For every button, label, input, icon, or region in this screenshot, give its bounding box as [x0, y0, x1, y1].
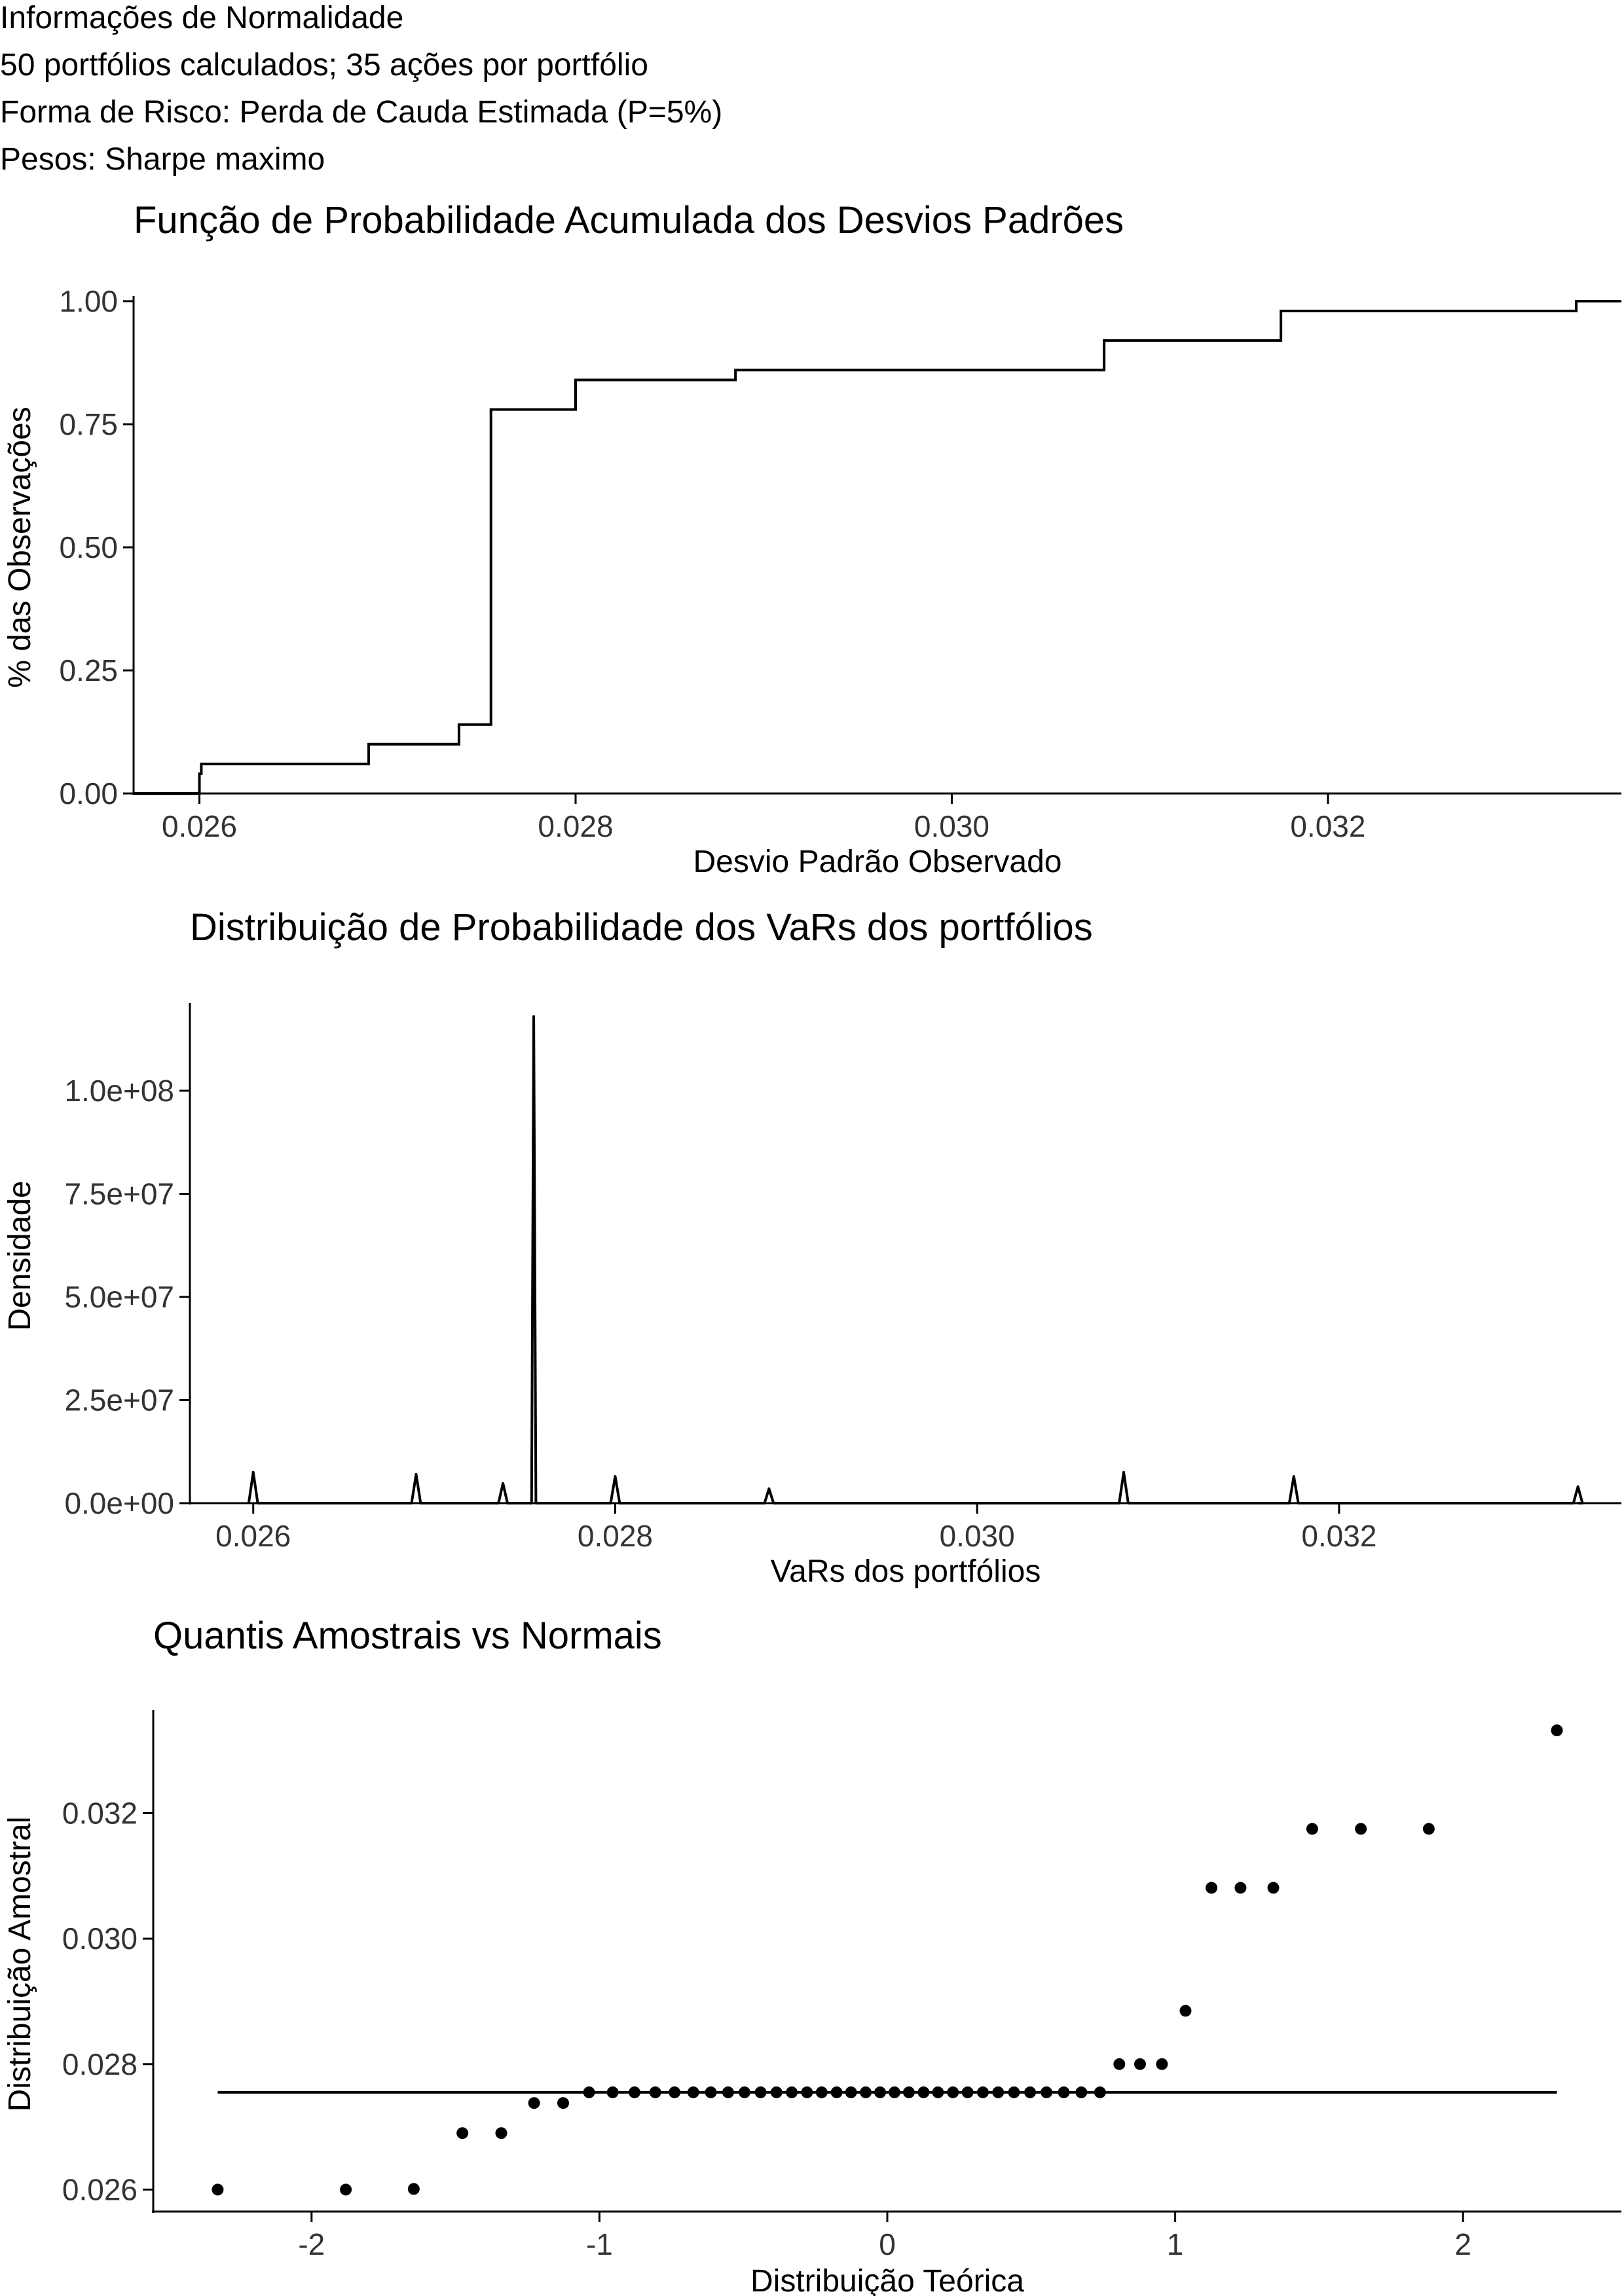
chart2-ytick-label: 7.5e+07 [64, 1177, 174, 1211]
chart1-ecdf-line [134, 300, 1621, 795]
chart3-xtick-label: -2 [298, 2227, 325, 2261]
chart3-point [1355, 1823, 1367, 1835]
chart3-point [770, 2086, 783, 2098]
chart2-density-line [247, 1015, 1584, 1504]
chart3-point [557, 2097, 570, 2109]
chart3-point [705, 2086, 717, 2098]
chart1-ytick-label: 0.50 [59, 530, 118, 564]
chart1-xtick-label: 0.028 [538, 809, 613, 843]
header-line-2: 50 portfólios calculados; 35 ações por p… [0, 48, 648, 82]
chart3-point [606, 2086, 619, 2098]
chart3-point [815, 2086, 828, 2098]
chart3-point [1008, 2086, 1020, 2098]
chart3-point [669, 2086, 681, 2098]
chart3-title: Quantis Amostrais vs Normais [153, 1614, 662, 1657]
chart3-ytick-label: 0.026 [62, 2172, 138, 2206]
chart3-point [583, 2086, 595, 2098]
chart3-point [629, 2086, 641, 2098]
chart3-point [722, 2086, 734, 2098]
chart3-point [407, 2183, 420, 2195]
chart3-point [1551, 1724, 1563, 1736]
chart3-ytick-label: 0.030 [62, 1922, 138, 1956]
chart3-point [888, 2086, 900, 2098]
chart3-point [1306, 1823, 1318, 1835]
chart3-point [1156, 2058, 1168, 2070]
chart3-point [976, 2086, 989, 2098]
chart3-point [917, 2086, 930, 2098]
chart3-point [456, 2127, 469, 2140]
chart3-point [528, 2097, 540, 2109]
chart2-ytick-label: 1.0e+08 [64, 1074, 174, 1108]
chart2-ylabel: Densidade [3, 1180, 37, 1331]
chart1-ytick-label: 0.25 [59, 653, 118, 687]
chart1-ytick-label: 0.75 [59, 407, 118, 441]
chart3-point [902, 2086, 915, 2098]
chart3-point [1179, 2005, 1192, 2017]
chart1-ytick-label: 0.00 [59, 776, 118, 811]
chart3-point [1205, 1882, 1217, 1894]
chart2-ytick-label: 0.0e+00 [64, 1486, 174, 1520]
chart1-title: Função de Probabilidade Acumulada dos De… [134, 199, 1124, 242]
chart3-point [845, 2086, 857, 2098]
chart3-point [874, 2086, 887, 2098]
chart2-xtick-label: 0.030 [940, 1519, 1015, 1553]
chart2-title: Distribuição de Probabilidade dos VaRs d… [190, 906, 1093, 949]
chart3-point [495, 2127, 507, 2140]
chart3-xtick-label: 0 [879, 2227, 896, 2261]
chart3-point [1094, 2086, 1106, 2098]
chart3-point [1024, 2086, 1037, 2098]
chart3-point [830, 2086, 843, 2098]
chart3-xtick-label: 1 [1167, 2227, 1184, 2261]
chart3-point [649, 2086, 661, 2098]
chart3-point [801, 2086, 813, 2098]
chart3-point [1234, 1882, 1247, 1894]
chart1-ylabel: % das Observações [3, 407, 37, 688]
chart3-point [1075, 2086, 1088, 2098]
chart1-xtick-label: 0.030 [914, 809, 989, 843]
chart3-point [1134, 2058, 1146, 2070]
chart3-point [687, 2086, 699, 2098]
chart2-ytick-label: 5.0e+07 [64, 1280, 174, 1314]
chart3-point [340, 2183, 352, 2196]
chart1-ytick-label: 1.00 [59, 284, 118, 318]
chart1-xtick-label: 0.026 [162, 809, 237, 843]
header-line-4: Pesos: Sharpe maximo [0, 142, 325, 177]
chart3-xtick-label: 2 [1454, 2227, 1471, 2261]
chart1-xlabel: Desvio Padrão Observado [693, 845, 1062, 879]
chart3-point [860, 2086, 872, 2098]
chart3-point [961, 2086, 974, 2098]
chart2-ytick-label: 2.5e+07 [64, 1383, 174, 1417]
chart3-point [1422, 1823, 1435, 1835]
chart3-point [992, 2086, 1005, 2098]
chart3-point [932, 2086, 944, 2098]
chart3-ytick-label: 0.028 [62, 2047, 138, 2081]
header-line-1: Informações de Normalidade [0, 1, 404, 35]
chart2-xtick-label: 0.026 [215, 1519, 291, 1553]
chart3-point [754, 2086, 767, 2098]
chart3-point [738, 2086, 750, 2098]
chart3-xlabel: Distribuição Teórica [750, 2264, 1024, 2296]
header-line-3: Forma de Risco: Perda de Cauda Estimada … [0, 95, 723, 130]
chart3-point [786, 2086, 798, 2098]
chart3-point [947, 2086, 959, 2098]
chart3-point [1058, 2086, 1070, 2098]
chart2-xlabel: VaRs dos portfólios [771, 1554, 1041, 1589]
chart1-xtick-label: 0.032 [1290, 809, 1365, 843]
chart2-xtick-label: 0.032 [1301, 1519, 1376, 1553]
chart3-xtick-label: -1 [586, 2227, 613, 2261]
chart3-ytick-label: 0.032 [62, 1796, 138, 1830]
chart3-point [1041, 2086, 1053, 2098]
chart2-xtick-label: 0.028 [578, 1519, 653, 1553]
chart3-point [1267, 1882, 1280, 1894]
chart3-point [1113, 2058, 1126, 2070]
chart3-ylabel: Distribuição Amostral [3, 1817, 37, 2112]
chart3-point [212, 2183, 224, 2196]
